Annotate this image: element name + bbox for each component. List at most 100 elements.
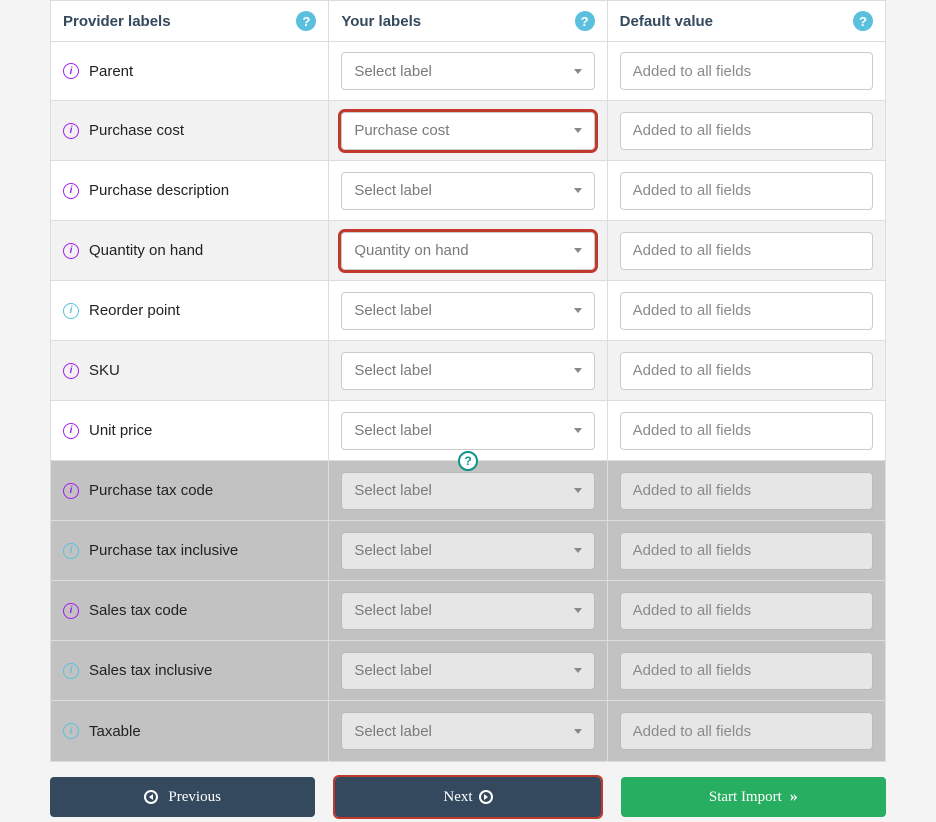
next-button[interactable]: Next (335, 777, 600, 817)
chevron-down-icon (574, 608, 582, 613)
provider-label: Purchase tax inclusive (89, 542, 238, 559)
info-icon[interactable]: i (63, 363, 79, 379)
provider-label: Quantity on hand (89, 242, 203, 259)
label-select[interactable]: Select label (341, 352, 594, 390)
header-label: Default value (620, 13, 713, 30)
label-select[interactable]: Select label (341, 172, 594, 210)
chevron-down-icon (574, 308, 582, 313)
your-label-cell: Select label (329, 161, 607, 220)
chevron-down-icon (574, 548, 582, 553)
floating-help-icon[interactable]: ? (458, 451, 478, 471)
your-label-cell: Select label (329, 701, 607, 761)
table-row: i Taxable Select label (51, 701, 885, 761)
your-label-cell: Select label (329, 521, 607, 580)
table-row: i SKU Select label (51, 341, 885, 401)
provider-cell: i Parent (51, 42, 329, 100)
select-value: Select label (354, 602, 432, 619)
table-row: iPurchase costPurchase cost (51, 101, 885, 161)
table-row: iPurchase tax codeSelect label? (51, 461, 885, 521)
provider-label: Taxable (89, 723, 141, 740)
help-icon[interactable]: ? (296, 11, 316, 31)
provider-cell: i SKU (51, 341, 329, 400)
table-header-row: Provider labels ? Your labels ? Default … (51, 1, 885, 42)
default-value-cell (608, 581, 885, 640)
button-bar: Previous Next Start Import (50, 777, 886, 817)
label-select: Select label (341, 532, 594, 570)
provider-cell: i Taxable (51, 701, 329, 761)
label-select[interactable]: Quantity on hand (341, 232, 594, 270)
info-icon[interactable]: i (63, 603, 79, 619)
provider-cell: iPurchase tax code (51, 461, 329, 520)
info-icon[interactable]: i (63, 543, 79, 559)
default-value-cell (608, 221, 885, 280)
info-icon[interactable]: i (63, 63, 79, 79)
button-label: Next (443, 789, 472, 806)
chevron-down-icon (574, 668, 582, 673)
table-row: i Purchase description Select label (51, 161, 885, 221)
provider-label: Unit price (89, 422, 152, 439)
label-select[interactable]: Purchase cost (341, 112, 594, 150)
help-icon[interactable]: ? (853, 11, 873, 31)
table-row: iSales tax codeSelect label (51, 581, 885, 641)
chevron-down-icon (574, 128, 582, 133)
info-icon[interactable]: i (63, 183, 79, 199)
your-label-cell: Select label (329, 341, 607, 400)
default-value-input[interactable] (620, 352, 873, 390)
label-select: Select label (341, 712, 594, 750)
info-icon[interactable]: i (63, 483, 79, 499)
select-value: Select label (354, 482, 432, 499)
previous-button[interactable]: Previous (50, 777, 315, 817)
default-value-cell (608, 101, 885, 160)
double-arrow-icon (788, 788, 798, 806)
provider-label: Reorder point (89, 302, 180, 319)
info-icon[interactable]: i (63, 303, 79, 319)
table-row: i Purchase tax inclusive Select label (51, 521, 885, 581)
default-value-input[interactable] (620, 52, 873, 90)
button-label: Start Import (709, 789, 782, 806)
chevron-down-icon (574, 69, 582, 74)
select-value: Select label (354, 302, 432, 319)
default-value-cell (608, 701, 885, 761)
default-value-input[interactable] (620, 232, 873, 270)
info-icon[interactable]: i (63, 123, 79, 139)
info-icon[interactable]: i (63, 243, 79, 259)
default-value-input[interactable] (620, 172, 873, 210)
provider-cell: i Unit price (51, 401, 329, 460)
label-select: Select label (341, 472, 594, 510)
provider-cell: i Purchase tax inclusive (51, 521, 329, 580)
your-label-cell: Select label (329, 581, 607, 640)
help-icon[interactable]: ? (575, 11, 595, 31)
start-import-button[interactable]: Start Import (621, 777, 886, 817)
your-label-cell: Select label (329, 641, 607, 700)
default-value-input[interactable] (620, 412, 873, 450)
label-select[interactable]: Select label (341, 412, 594, 450)
provider-cell: i Purchase description (51, 161, 329, 220)
default-value-cell (608, 161, 885, 220)
table-row: i Reorder point Select label (51, 281, 885, 341)
default-value-input[interactable] (620, 292, 873, 330)
your-label-cell: Select label (329, 281, 607, 340)
your-label-cell: Select label (329, 42, 607, 100)
table-row: i Quantity on hand Quantity on hand (51, 221, 885, 281)
default-value-input[interactable] (620, 112, 873, 150)
select-value: Select label (354, 662, 432, 679)
header-your-labels: Your labels ? (329, 1, 607, 41)
provider-label: Parent (89, 63, 133, 80)
default-value-cell (608, 42, 885, 100)
provider-label: SKU (89, 362, 120, 379)
header-default-value: Default value ? (608, 1, 885, 41)
default-value-cell (608, 461, 885, 520)
info-icon[interactable]: i (63, 423, 79, 439)
label-select[interactable]: Select label (341, 292, 594, 330)
provider-label: Purchase description (89, 182, 229, 199)
label-select[interactable]: Select label (341, 52, 594, 90)
provider-cell: i Reorder point (51, 281, 329, 340)
info-icon[interactable]: i (63, 723, 79, 739)
select-value: Purchase cost (354, 122, 449, 139)
provider-cell: iSales tax inclusive (51, 641, 329, 700)
label-mapping-table: Provider labels ? Your labels ? Default … (50, 0, 886, 762)
header-provider-labels: Provider labels ? (51, 1, 329, 41)
default-value-cell (608, 401, 885, 460)
chevron-down-icon (574, 188, 582, 193)
info-icon[interactable]: i (63, 663, 79, 679)
